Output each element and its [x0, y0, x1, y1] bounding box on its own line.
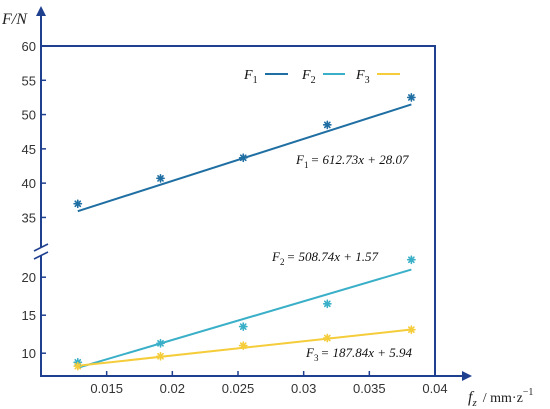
legend-label-f2: F2: [301, 68, 316, 86]
axis-break-mark: [33, 243, 49, 260]
x-tick-label-0: 0.015: [90, 381, 123, 396]
x-axis-title-unit: / mm·z: [483, 391, 523, 406]
equation-label-f2: F2 = 508.74x + 1.57: [271, 249, 379, 267]
x-axis-title: fz / mm·z−1: [468, 387, 533, 409]
point-f3-0: [73, 361, 83, 371]
y-tick-label-upper-60: 60: [22, 39, 36, 54]
point-f3-2: [238, 341, 248, 351]
fit-line-f2: [77, 268, 412, 369]
y-tick-label-upper-50: 50: [22, 108, 36, 123]
point-f2-3: [322, 299, 332, 309]
legend-item-f1: F1: [243, 68, 288, 86]
axis-ticks: 0.015 0.02 0.025 0.03 0.035 0.04 35 40 45 50 55 60 1…: [22, 39, 448, 396]
y-tick-label-upper-40: 40: [22, 176, 36, 191]
x-tick-label-3: 0.03: [291, 381, 316, 396]
equation-label-f3: F3 = 187.84x + 5.94: [305, 345, 413, 363]
y-tick-label-upper-45: 45: [22, 142, 36, 157]
y-tick-label-upper-35: 35: [22, 210, 36, 225]
legend: F1 F2 F3: [243, 68, 400, 86]
y-tick-label-lower-10: 10: [22, 346, 36, 361]
equation-label-f1: F1 = 612.73x + 28.07: [295, 152, 409, 170]
x-axis-title-exp: −1: [523, 387, 534, 398]
point-f3-3: [322, 333, 332, 343]
point-f2-2: [238, 322, 248, 332]
y-axis-title: F/N: [1, 11, 28, 28]
point-f2-1: [156, 338, 165, 348]
point-f3-1: [156, 351, 165, 361]
legend-label-f3: F3: [355, 68, 370, 86]
point-f1-1: [156, 173, 165, 183]
point-f1-0: [73, 199, 83, 209]
point-f1-4: [406, 93, 416, 102]
plot-frame: [40, 45, 436, 377]
point-f1-2: [238, 153, 248, 163]
x-tick-label-5: 0.04: [422, 381, 447, 396]
x-tick-label-2: 0.025: [222, 381, 255, 396]
point-f2-4: [406, 255, 416, 265]
y-tick-label-lower-20: 20: [22, 270, 36, 285]
legend-item-f3: F3: [355, 68, 400, 86]
x-tick-label-4: 0.035: [353, 381, 386, 396]
y-tick-label-lower-15: 15: [22, 308, 36, 323]
legend-item-f2: F2: [301, 68, 345, 86]
x-axis-title-symbol: f: [468, 389, 475, 406]
legend-label-f1: F1: [243, 68, 258, 86]
point-f3-4: [406, 325, 416, 335]
data-points: [73, 93, 416, 371]
point-f1-3: [322, 120, 332, 130]
x-tick-label-1: 0.02: [160, 381, 185, 396]
y-tick-label-upper-55: 55: [22, 73, 36, 88]
x-axis-title-sub: z: [471, 397, 477, 409]
